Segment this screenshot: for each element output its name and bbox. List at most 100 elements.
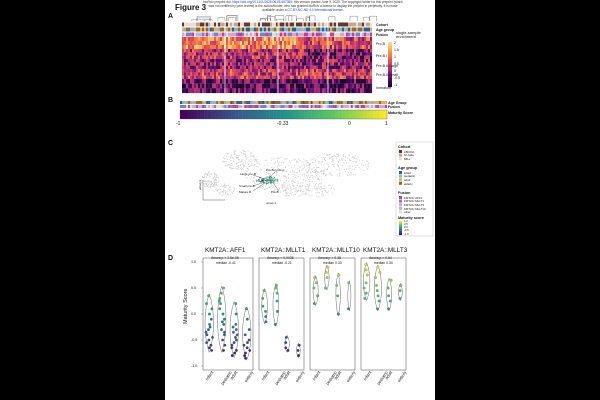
- heatmap-cell: [208, 88, 211, 94]
- heatmap-cell: [278, 49, 281, 53]
- heatmap-cell: [294, 55, 297, 60]
- heatmap-cell: [248, 55, 251, 60]
- heatmap-cell: [230, 79, 233, 84]
- facet-frame: [202, 257, 254, 371]
- umap-cell-point: [354, 155, 356, 157]
- annotation-cell: [272, 22, 275, 27]
- heatmap-cell: [348, 65, 351, 70]
- heatmap-cell: [294, 52, 297, 56]
- annotation-cell: [246, 32, 249, 37]
- umap-cell-point: [322, 154, 324, 156]
- heatmap-cell: [222, 55, 225, 60]
- heatmap-cell: [310, 69, 313, 73]
- heatmap-cell: [206, 59, 209, 63]
- umap-cell-point: [297, 161, 299, 163]
- heatmap-cell: [182, 52, 185, 56]
- umap-sample-point: [267, 180, 270, 182]
- heatmap-cell: [236, 55, 239, 60]
- umap-cell-point: [204, 183, 206, 185]
- umap-cell-point: [325, 168, 327, 170]
- umap-cell-point: [306, 175, 308, 177]
- umap-cell-point: [325, 191, 327, 193]
- heatmap-cell: [364, 45, 367, 50]
- annotation-cell: [258, 22, 261, 27]
- heatmap-cell: [268, 41, 271, 46]
- heatmap-cell: [188, 45, 191, 50]
- doi-link[interactable]: https://doi.org/10.1101/2025.06.05.65738…: [232, 0, 293, 4]
- umap-cell-point: [212, 183, 214, 185]
- heatmap-cell: [294, 49, 297, 53]
- heatmap-cell: [206, 52, 209, 56]
- heatmap-cell: [238, 88, 241, 94]
- heatmap-cell: [330, 62, 333, 66]
- heatmap-cell: [216, 37, 219, 42]
- heatmap-cell: [338, 49, 341, 53]
- annotation-cell: [358, 27, 361, 32]
- heatmap-cell: [220, 88, 223, 94]
- data-point: [314, 281, 318, 285]
- annotation-cell: [210, 22, 213, 27]
- heatmap-cell: [286, 83, 289, 89]
- b-fusion-cell: [228, 105, 231, 108]
- heatmap-cell: [292, 59, 295, 63]
- umap-sample-point: [270, 179, 272, 181]
- heatmap-cell: [328, 79, 331, 84]
- heatmap-cell: [284, 65, 287, 70]
- annotation-cell: [326, 27, 329, 32]
- heatmap-cell: [186, 37, 189, 42]
- annotation-cell: [334, 22, 337, 27]
- umap-cell-point: [255, 156, 257, 158]
- data-point: [324, 271, 328, 274]
- annotation-cell: [232, 27, 235, 32]
- heatmap-cell: [298, 69, 301, 73]
- heatmap-cell: [198, 55, 201, 60]
- heatmap-cell: [284, 37, 287, 42]
- heatmap-cell: [330, 75, 333, 80]
- umap-cell-point: [205, 172, 207, 174]
- heatmap-cell: [268, 49, 271, 53]
- legend-maturity-gradient: [399, 223, 402, 225]
- umap-cell-point: [318, 161, 320, 163]
- heatmap-cell: [292, 72, 295, 76]
- umap-cell-point: [307, 190, 309, 192]
- umap-cell-point: [308, 169, 310, 171]
- heatmap-cell: [288, 52, 291, 56]
- heatmap-cell: [360, 41, 363, 46]
- heatmap-cell: [288, 45, 291, 50]
- umap-cell-point: [314, 158, 316, 160]
- data-point: [207, 328, 210, 331]
- umap-cell-point: [328, 173, 330, 175]
- umap-cell-point: [342, 154, 344, 156]
- data-point: [210, 349, 214, 352]
- heatmap-cell: [358, 55, 361, 60]
- umap-cell-point: [245, 177, 247, 179]
- b-age-cell: [204, 101, 207, 104]
- heatmap-cell: [336, 41, 339, 46]
- dendrogram-branch: [305, 15, 310, 21]
- b-maturity-gradient: [200, 110, 205, 119]
- umap-sample-point: [275, 178, 277, 180]
- heatmap-cell: [214, 41, 217, 46]
- b-age-cell: [254, 101, 257, 104]
- heatmap-cell: [190, 88, 193, 94]
- data-point: [364, 281, 368, 285]
- data-point: [324, 286, 327, 290]
- data-point: [375, 284, 378, 287]
- umap-cell-point: [328, 185, 330, 187]
- heatmap-cell: [276, 83, 279, 89]
- umap-cell-point: [367, 167, 369, 169]
- heatmap-cell: [238, 37, 241, 42]
- umap-cell-point: [290, 189, 292, 191]
- heatmap-cell: [356, 49, 359, 53]
- heatmap-cell: [230, 52, 233, 56]
- license-link[interactable]: CC-BY-NC-ND 4.0 International license: [287, 8, 343, 12]
- annotation-cell: [260, 27, 263, 32]
- heatmap-cell: [210, 55, 213, 60]
- heatmap-cell: [248, 45, 251, 50]
- annotation-cell: [294, 32, 297, 37]
- heatmap-cell: [244, 49, 247, 53]
- heatmap-cell: [222, 79, 225, 84]
- heatmap-cell: [230, 37, 233, 42]
- heatmap-cell: [272, 62, 275, 66]
- b-age-cell: [246, 101, 249, 104]
